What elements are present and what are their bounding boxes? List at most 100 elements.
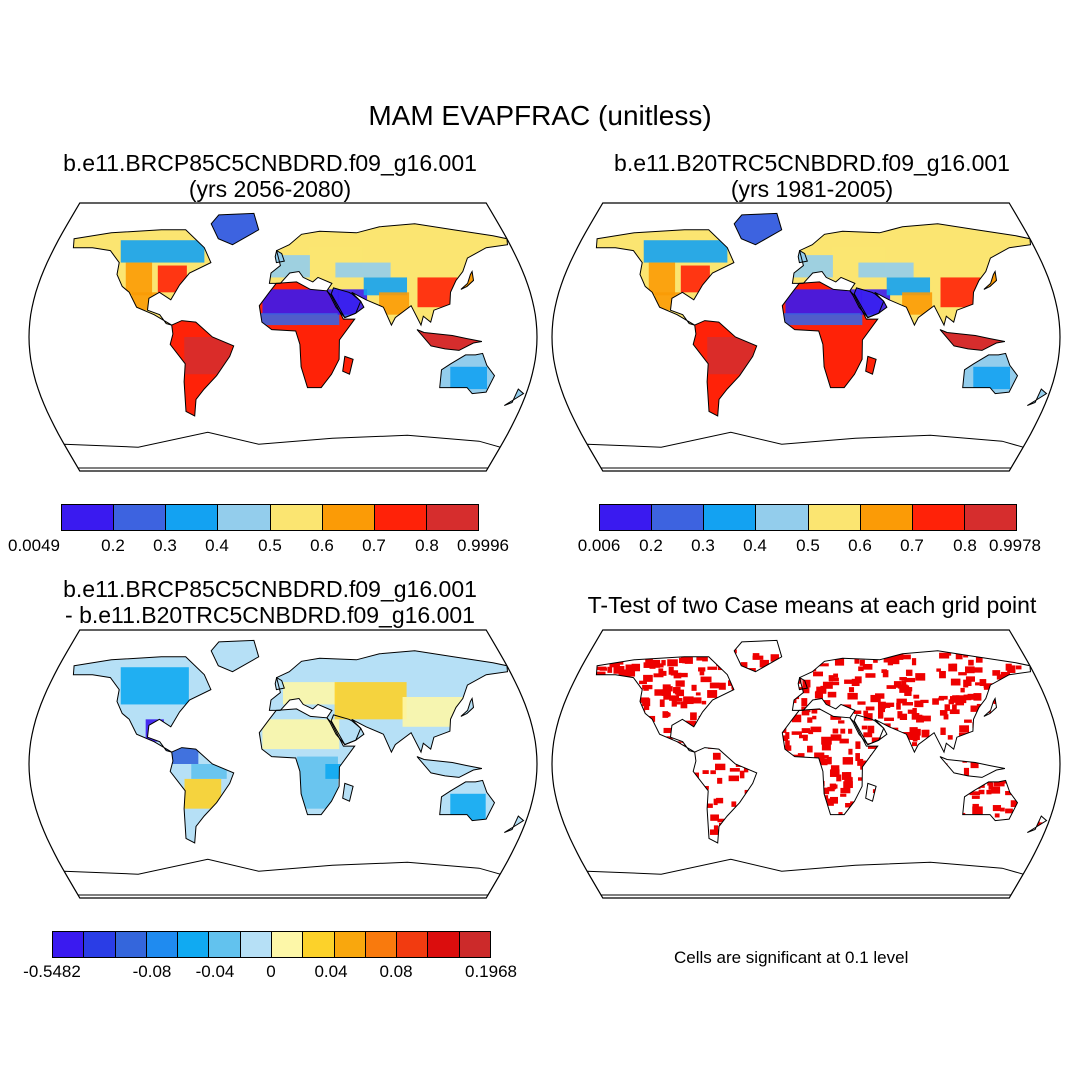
significant-cell [986,789,992,795]
significant-cell [713,653,718,659]
significant-cell [683,696,694,705]
coastline-eurasia [791,650,1032,754]
colorbar-tick-label: 0.7 [900,536,924,555]
significant-cell [813,671,824,677]
significant-cell [855,753,860,762]
significant-cell [780,708,792,717]
coastline-namerica [72,229,212,326]
significant-cell [608,781,618,788]
significant-cell [1013,778,1022,784]
colorbar-tick-label: 0.9996 [457,536,509,555]
significant-cell [847,692,858,700]
significant-cell [909,727,918,735]
significant-cell [873,650,881,656]
significant-cell [653,821,665,827]
coastline-japan [460,270,475,290]
significant-cell [790,662,798,671]
coastline-nz [1027,388,1048,406]
colorbar-tick-label: 0.6 [310,536,334,555]
significant-cell [606,807,611,814]
significant-cell [746,824,757,832]
significant-cell [643,806,650,812]
significant-cell [701,700,707,705]
coastline-nz [504,388,525,406]
panel2-title: b.e11.B20TRC5CNBDRD.f09_g16.001 (yrs 198… [552,150,1072,202]
significant-cell [665,837,670,845]
significant-cell [795,789,806,795]
significant-cell [826,756,832,765]
landmass-antarctica [64,859,501,895]
field-patch [283,682,337,705]
significant-cell [679,729,690,736]
significant-cell [934,833,942,840]
significant-cell [993,832,1000,838]
significant-cell [801,819,808,826]
significant-cell [858,666,864,672]
significant-cell [641,725,650,732]
significant-cell [734,695,745,703]
significant-cell [1016,674,1022,679]
significant-cell [636,780,645,788]
significant-cell [862,664,873,670]
significant-cell [639,699,645,703]
field-patch [379,292,410,315]
significant-cell [663,693,670,700]
significant-cell [657,745,667,752]
significant-cell [916,715,924,723]
significant-cell [1023,752,1034,756]
significant-cell [639,709,646,716]
significant-cell [1004,748,1012,752]
significant-cell [755,709,766,713]
significant-cell [808,794,813,800]
significant-cell [587,831,598,839]
significant-cell [584,808,594,816]
significant-cell [878,778,890,783]
significant-cell [745,748,755,757]
significant-cell [937,820,943,825]
coastline-namerica [595,656,735,753]
significant-cell [949,696,955,703]
significant-cell [857,812,864,819]
significant-cell [1023,683,1035,688]
significant-cell [810,726,822,733]
significant-cell [888,786,897,794]
landmass-nz [1027,389,1047,406]
significant-cell [617,750,627,755]
significant-cell [811,761,820,770]
panel1-title-line1: b.e11.BRCP85C5CNBDRD.f09_g16.001 [63,150,477,176]
significant-cell [802,822,813,831]
significant-cell [1041,713,1049,719]
significant-cell [702,654,708,662]
significant-cell [594,671,606,676]
significant-cell [1015,711,1025,720]
significant-cell [649,661,656,669]
significant-cell [863,732,873,738]
significant-cell [772,822,781,828]
significant-cell [955,653,963,660]
significant-cell [595,695,602,702]
coastline-samerica [169,320,235,417]
significant-cell [573,730,581,738]
coastline-greenland [733,212,783,246]
significant-cell [728,662,737,668]
significant-cell [688,743,698,747]
significant-cell [758,832,764,839]
significant-cell [570,777,576,785]
significant-cell [618,682,624,691]
significant-cell [722,830,728,837]
significant-cell [775,836,784,844]
significant-cell [1055,795,1063,802]
significant-cell [888,837,896,843]
significant-cell [901,654,911,660]
significant-cell [626,752,637,757]
significant-cell [633,753,639,760]
significant-cell [686,733,696,739]
significant-cell [626,693,637,700]
significant-cell [827,691,837,698]
significant-cell [773,751,781,755]
significant-cell [696,655,703,661]
significant-cell [781,726,787,733]
significant-cell [687,758,696,762]
map-frame [551,629,1061,899]
significant-cell [859,659,865,666]
